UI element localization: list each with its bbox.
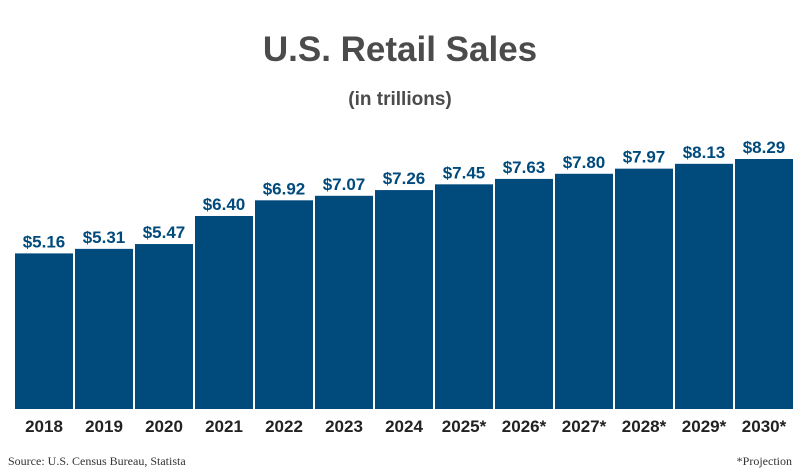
category-label: 2023 [325,417,363,436]
value-label: $7.07 [323,175,366,194]
category-label: 2018 [25,417,63,436]
bar-2023 [315,195,373,409]
value-label: $5.47 [143,223,186,242]
value-label: $5.31 [83,228,126,247]
category-label: 2029* [682,417,727,436]
category-labels-group: 2018 2019 2020 2021 2022 2023 2024 2025* 2026* 20… [25,417,787,436]
projection-note: *Projection [736,454,792,468]
bar-2022 [255,200,313,409]
chart-subtitle: (in trillions) [348,89,452,110]
bar-2026-projection [495,178,553,409]
category-label: 2027* [562,417,607,436]
source-note: Source: U.S. Census Bureau, Statista [8,454,186,468]
bar-2024 [375,190,433,409]
category-label: 2022 [265,417,303,436]
value-label: $8.29 [743,138,786,157]
value-label: $7.26 [383,169,426,188]
category-label: 2025* [442,417,487,436]
value-labels-group: $5.16 $5.31 $5.47 $6.40 $6.92 $7.07 $7.26 $7.45… [23,138,786,251]
value-label: $6.40 [203,195,246,214]
category-label: 2019 [85,417,123,436]
category-label: 2026* [502,417,547,436]
value-label: $7.97 [623,148,666,167]
category-label: 2021 [205,417,243,436]
bar-2018 [15,253,73,409]
value-label: $8.13 [683,143,726,162]
category-label: 2030* [742,417,787,436]
bars-group [15,159,793,409]
category-label: 2024 [385,417,423,436]
bar-2030-projection [735,159,793,409]
bar-2027-projection [555,173,613,409]
value-label: $6.92 [263,179,306,198]
bar-2019 [75,248,133,409]
bar-2020 [135,244,193,409]
value-label: $5.16 [23,232,66,251]
bar-2028-projection [615,168,673,409]
bar-2029-projection [675,163,733,409]
value-label: $7.63 [503,158,546,177]
chart-title: U.S. Retail Sales [262,30,538,69]
value-label: $7.80 [563,153,606,172]
bar-2021 [195,215,253,409]
category-label: 2028* [622,417,667,436]
value-label: $7.45 [443,163,486,182]
category-label: 2020 [145,417,183,436]
bar-2025-projection [435,184,493,409]
